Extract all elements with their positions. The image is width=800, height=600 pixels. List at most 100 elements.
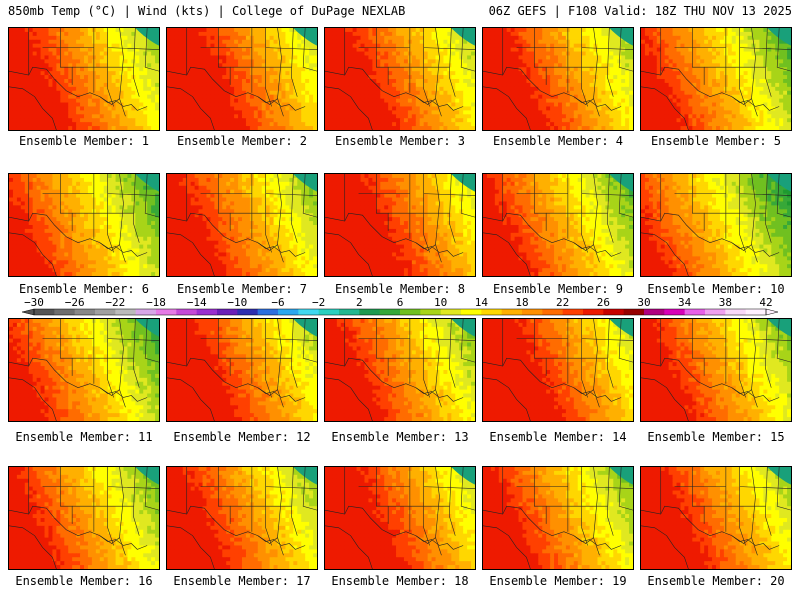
boundary-line bbox=[739, 174, 746, 253]
colorbar-segment bbox=[562, 309, 584, 315]
colorbar-tick-label: −26 bbox=[65, 296, 85, 309]
temperature-field-map bbox=[641, 28, 791, 130]
boundary-line bbox=[607, 467, 614, 536]
boundary-line bbox=[573, 96, 622, 111]
boundary-line bbox=[325, 232, 373, 276]
boundary-line bbox=[119, 467, 126, 556]
boundary-line bbox=[277, 28, 284, 117]
boundary-line bbox=[573, 535, 622, 550]
colorbar-segment bbox=[135, 309, 157, 315]
boundary-line bbox=[265, 193, 317, 196]
ensemble-member-label: Ensemble Member: 6 bbox=[6, 282, 162, 296]
boundary-line bbox=[257, 96, 306, 111]
boundary-line bbox=[483, 232, 531, 276]
boundary-line bbox=[302, 319, 317, 363]
boundary-line bbox=[257, 387, 306, 402]
colorbar-segment bbox=[95, 309, 116, 315]
boundary-line bbox=[423, 467, 430, 546]
boundary-line bbox=[581, 467, 588, 546]
boundary-line bbox=[107, 28, 114, 107]
boundary-line bbox=[423, 47, 475, 50]
ensemble-map-panel bbox=[324, 318, 476, 422]
boundary-line bbox=[9, 525, 57, 569]
ensemble-member-label: Ensemble Member: 3 bbox=[322, 134, 478, 148]
colorbar-segment bbox=[542, 309, 564, 315]
boundary-line bbox=[257, 535, 306, 550]
temperature-field-map bbox=[641, 174, 791, 276]
boundary-line bbox=[9, 86, 57, 130]
ensemble-map-panel bbox=[166, 466, 318, 570]
boundary-line bbox=[581, 47, 633, 50]
colorbar-segment bbox=[359, 309, 381, 315]
temperature-field-map bbox=[325, 319, 475, 421]
boundary-line bbox=[731, 535, 780, 550]
colorbar-segment bbox=[339, 309, 360, 315]
ensemble-map-panel bbox=[324, 27, 476, 131]
boundary-line bbox=[107, 486, 159, 489]
boundary-line bbox=[119, 174, 126, 263]
boundary-line bbox=[265, 486, 317, 489]
boundary-line bbox=[776, 319, 791, 363]
boundary-line bbox=[641, 232, 689, 276]
boundary-line bbox=[435, 174, 442, 263]
boundary-line bbox=[739, 319, 746, 398]
boundary-line bbox=[460, 28, 475, 72]
boundary-line bbox=[265, 319, 272, 398]
colorbar-segment bbox=[400, 309, 421, 315]
boundary-line bbox=[277, 319, 284, 408]
boundary-line bbox=[641, 525, 689, 569]
boundary-line bbox=[144, 174, 159, 218]
boundary-line bbox=[483, 86, 531, 130]
boundary-line bbox=[641, 377, 689, 421]
ensemble-member-label: Ensemble Member: 9 bbox=[480, 282, 636, 296]
colorbar-tick-label: 30 bbox=[637, 296, 650, 309]
ensemble-member-label: Ensemble Member: 19 bbox=[480, 574, 636, 588]
temperature-field-map bbox=[167, 467, 317, 569]
boundary-line bbox=[641, 86, 689, 130]
ensemble-member-label: Ensemble Member: 14 bbox=[480, 430, 636, 444]
boundary-line bbox=[739, 47, 791, 50]
boundary-line bbox=[265, 47, 317, 50]
ensemble-member-label: Ensemble Member: 7 bbox=[164, 282, 320, 296]
boundary-line bbox=[167, 232, 215, 276]
boundary-line bbox=[435, 319, 442, 408]
boundary-line bbox=[302, 28, 317, 72]
ensemble-member-label: Ensemble Member: 13 bbox=[322, 430, 478, 444]
ensemble-member-label: Ensemble Member: 17 bbox=[164, 574, 320, 588]
boundary-line bbox=[99, 387, 148, 402]
boundary-line bbox=[291, 467, 298, 536]
temperature-field-map bbox=[325, 174, 475, 276]
boundary-line bbox=[460, 319, 475, 363]
temperature-field-map bbox=[9, 28, 159, 130]
boundary-line bbox=[107, 467, 114, 546]
boundary-line bbox=[751, 319, 758, 408]
colorbar-segment bbox=[54, 309, 76, 315]
ensemble-map-panel bbox=[482, 27, 634, 131]
boundary-line bbox=[739, 486, 791, 489]
boundary-line bbox=[9, 232, 57, 276]
temperature-field-map bbox=[9, 467, 159, 569]
boundary-line bbox=[144, 319, 159, 363]
colorbar-segment bbox=[644, 309, 665, 315]
colorbar-tick-label: −22 bbox=[105, 296, 125, 309]
ensemble-map-panel bbox=[482, 318, 634, 422]
boundary-line bbox=[765, 467, 772, 536]
boundary-line bbox=[423, 338, 475, 341]
boundary-line bbox=[435, 467, 442, 556]
boundary-line bbox=[581, 338, 633, 341]
boundary-line bbox=[415, 535, 464, 550]
colorbar-segment bbox=[583, 309, 604, 315]
boundary-line bbox=[607, 319, 614, 388]
chart-title: 850mb Temp (°C) | Wind (kts) | College o… bbox=[8, 4, 405, 18]
colorbar-segment bbox=[481, 309, 503, 315]
temperature-field-map bbox=[167, 174, 317, 276]
colorbar-segment bbox=[318, 309, 340, 315]
colorbar-segment bbox=[501, 309, 523, 315]
temperature-field-map bbox=[641, 319, 791, 421]
boundary-line bbox=[449, 467, 456, 536]
colorbar-segment bbox=[278, 309, 299, 315]
boundary-line bbox=[107, 47, 159, 50]
boundary-line bbox=[423, 28, 430, 107]
boundary-line bbox=[765, 319, 772, 388]
colorbar-segment bbox=[664, 309, 686, 315]
